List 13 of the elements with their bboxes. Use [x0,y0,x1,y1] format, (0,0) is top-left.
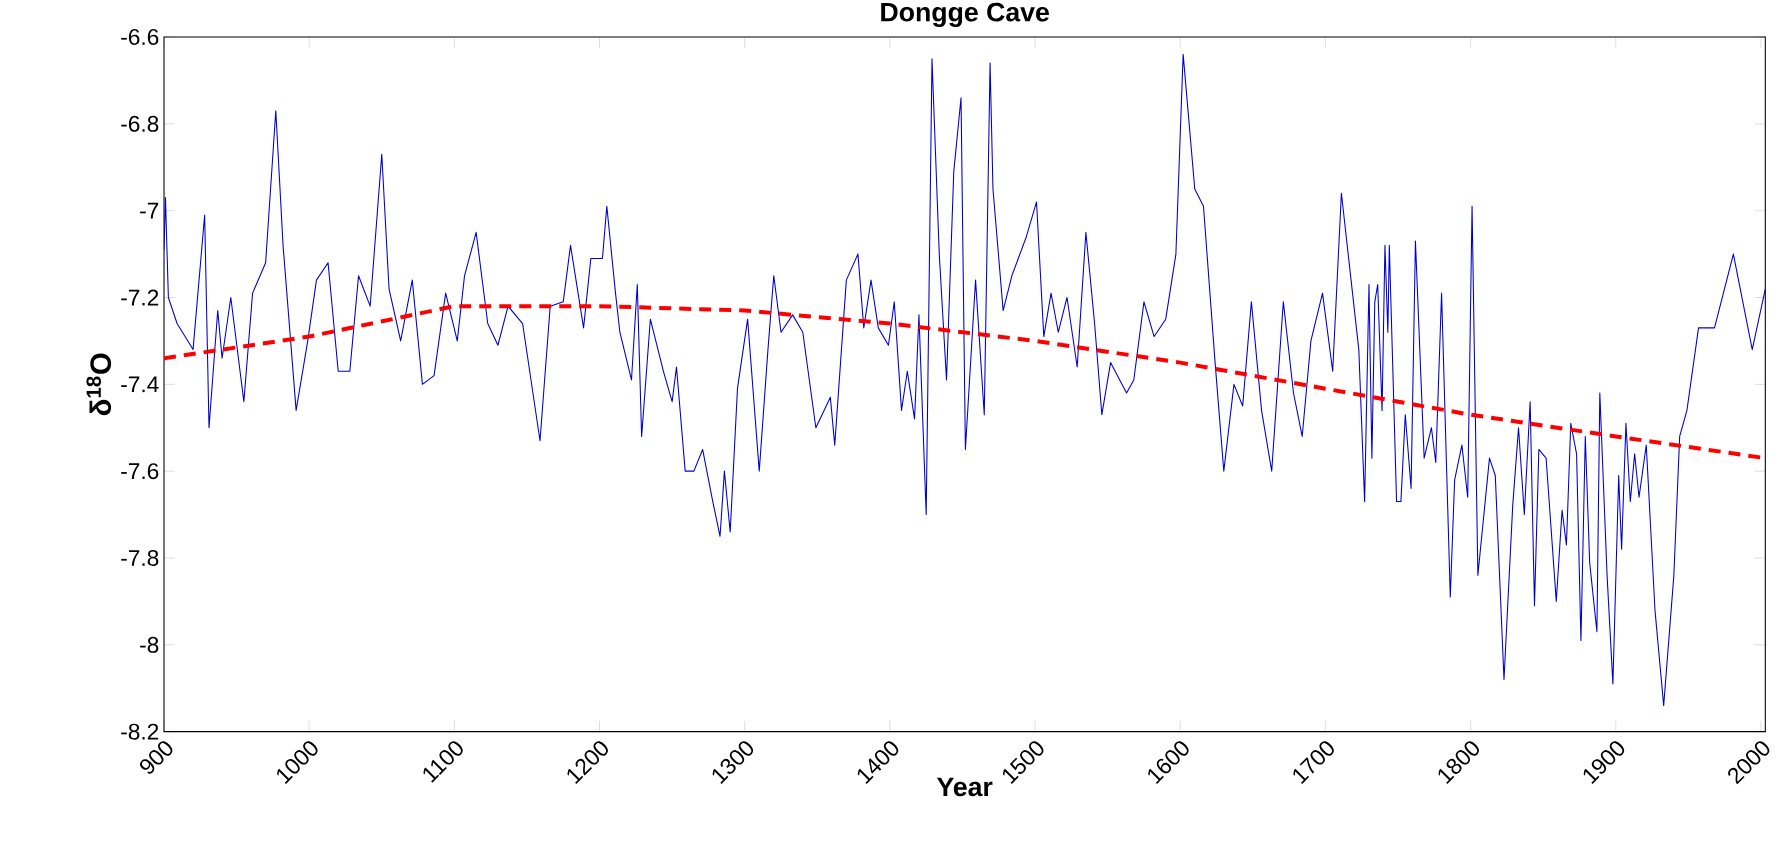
y-tick-label: -8 [140,636,159,653]
x-tick-label: 900 [139,741,173,774]
y-tick-label: -7.8 [121,549,159,567]
y-tick-label: -8.2 [121,723,159,740]
y-tick-label: -7.6 [121,463,159,480]
y-tick-label: -7.4 [121,376,159,393]
chart-title: Dongge Cave [881,2,1049,27]
y-axis-title: δ$^{18}$O [86,353,112,416]
x-axis-title: Year [936,777,993,797]
y-tick-label: -6.8 [121,115,159,132]
y-tick-label: -7 [140,202,159,219]
y-tick-label: -6.6 [121,28,159,46]
y-tick-label: -7.2 [121,289,159,306]
